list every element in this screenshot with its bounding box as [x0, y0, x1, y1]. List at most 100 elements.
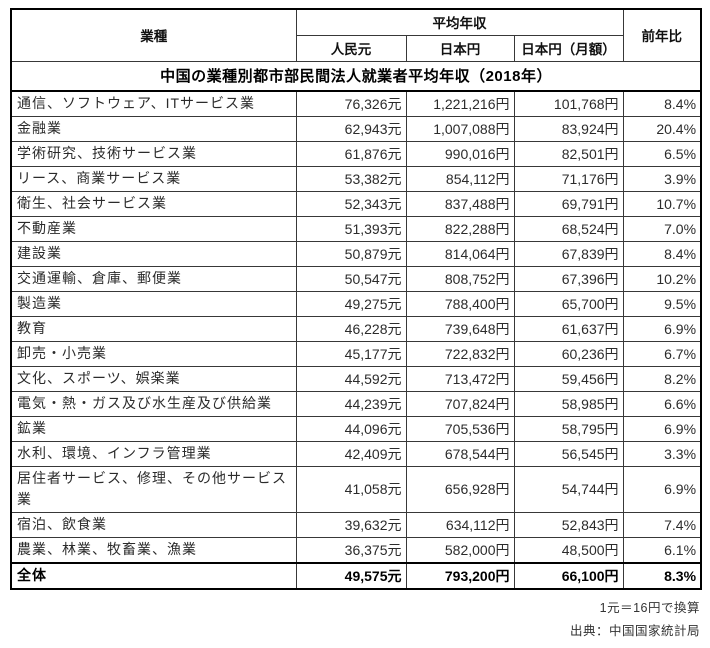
total-yoy-cell: 8.3% — [622, 561, 702, 590]
yoy-cell: 3.9% — [622, 165, 702, 192]
jpy-cell: 713,472円 — [405, 365, 515, 392]
jpy-cell: 582,000円 — [405, 537, 515, 564]
industry-cell: 鉱業 — [10, 415, 297, 442]
total-jpy-monthly-cell: 66,100円 — [513, 561, 624, 590]
industry-cell: 卸売・小売業 — [10, 340, 297, 367]
rmb-cell: 61,876元 — [295, 140, 407, 167]
income-table: 中国の業種別都市部民間法人就業者平均年収（2018年） 業種 平均年収 前年比 … — [10, 8, 703, 590]
table-row: 宿泊、飲食業 39,632元 634,112円 52,843円 7.4% — [10, 512, 702, 539]
jpy-cell: 854,112円 — [405, 165, 515, 192]
jpy-monthly-cell: 60,236円 — [513, 340, 624, 367]
jpy-monthly-cell: 52,843円 — [513, 512, 624, 539]
rmb-cell: 36,375元 — [295, 537, 407, 564]
column-header-jpy-monthly: 日本円（月額） — [513, 34, 624, 62]
jpy-cell: 788,400円 — [405, 290, 515, 317]
table-row: 交通運輸、倉庫、郵便業 50,547元 808,752円 67,396円 10.… — [10, 265, 702, 292]
table-row: 不動産業 51,393元 822,288円 68,524円 7.0% — [10, 215, 702, 242]
rmb-cell: 50,547元 — [295, 265, 407, 292]
yoy-cell: 6.9% — [622, 315, 702, 342]
jpy-monthly-cell: 58,795円 — [513, 415, 624, 442]
industry-cell: 文化、スポーツ、娯楽業 — [10, 365, 297, 392]
column-header-yoy: 前年比 — [622, 8, 702, 62]
rmb-cell: 49,275元 — [295, 290, 407, 317]
source-note: 出典：中国国家統計局 — [569, 623, 700, 638]
column-header-rmb: 人民元 — [295, 34, 407, 62]
column-header-avg-income-group: 平均年収 — [295, 8, 624, 36]
total-row: 全体 49,575元 793,200円 66,100円 8.3% — [10, 561, 702, 590]
footnotes: 1元＝16円で換算 出典：中国国家統計局 — [0, 597, 700, 643]
table-row: 農業、林業、牧畜業、漁業 36,375元 582,000円 48,500円 6.… — [10, 537, 702, 564]
table-title-section: 中国の業種別都市部民間法人就業者平均年収（2018年） — [11, 61, 702, 92]
yoy-cell: 10.7% — [622, 190, 702, 217]
jpy-monthly-cell: 54,744円 — [513, 465, 624, 514]
jpy-cell: 707,824円 — [405, 390, 515, 417]
table-row: 教育 46,228元 739,648円 61,637円 6.9% — [10, 315, 702, 342]
yoy-cell: 7.4% — [622, 512, 702, 539]
yoy-cell: 6.9% — [622, 465, 702, 514]
yoy-cell: 3.3% — [622, 440, 702, 467]
industry-cell: 教育 — [10, 315, 297, 342]
header-row-2: 人民元 日本円 日本円（月額） — [11, 34, 701, 62]
jpy-monthly-cell: 61,637円 — [513, 315, 624, 342]
industry-cell: 宿泊、飲食業 — [10, 512, 297, 539]
rmb-cell: 52,343元 — [295, 190, 407, 217]
jpy-cell: 705,536円 — [405, 415, 515, 442]
jpy-monthly-cell: 82,501円 — [513, 140, 624, 167]
table-row: 通信、ソフトウェア、ITサービス業 76,326元 1,221,216円 101… — [10, 90, 702, 117]
table-total-section: 全体 49,575元 793,200円 66,100円 8.3% — [10, 561, 702, 590]
industry-cell: 学術研究、技術サービス業 — [10, 140, 297, 167]
column-header-industry: 業種 — [10, 8, 297, 62]
rmb-cell: 46,228元 — [295, 315, 407, 342]
jpy-cell: 822,288円 — [405, 215, 515, 242]
jpy-cell: 1,221,216円 — [405, 90, 515, 117]
page-title: 中国の業種別都市部民間法人就業者平均年収（2018年） — [11, 61, 702, 92]
table-row: 居住者サービス、修理、その他サービス業 41,058元 656,928円 54,… — [10, 465, 702, 514]
yoy-cell: 8.2% — [622, 365, 702, 392]
rmb-cell: 62,943元 — [295, 115, 407, 142]
jpy-cell: 722,832円 — [405, 340, 515, 367]
jpy-monthly-cell: 65,700円 — [513, 290, 624, 317]
jpy-monthly-cell: 67,396円 — [513, 265, 624, 292]
table-row: 卸売・小売業 45,177元 722,832円 60,236円 6.7% — [10, 340, 702, 367]
table-row: 衛生、社会サービス業 52,343元 837,488円 69,791円 10.7… — [10, 190, 702, 217]
jpy-cell: 656,928円 — [405, 465, 515, 514]
conversion-note: 1元＝16円で換算 — [599, 600, 700, 615]
jpy-cell: 808,752円 — [405, 265, 515, 292]
rmb-cell: 51,393元 — [295, 215, 407, 242]
yoy-cell: 20.4% — [622, 115, 702, 142]
jpy-monthly-cell: 83,924円 — [513, 115, 624, 142]
jpy-monthly-cell: 58,985円 — [513, 390, 624, 417]
header-row-1: 業種 平均年収 前年比 — [10, 8, 702, 62]
jpy-monthly-cell: 59,456円 — [513, 365, 624, 392]
yoy-cell: 6.6% — [622, 390, 702, 417]
industry-cell: 交通運輸、倉庫、郵便業 — [10, 265, 297, 292]
jpy-monthly-cell: 56,545円 — [513, 440, 624, 467]
table-row: 鉱業 44,096元 705,536円 58,795円 6.9% — [10, 415, 702, 442]
rmb-cell: 53,382元 — [295, 165, 407, 192]
industry-cell: 製造業 — [10, 290, 297, 317]
table-row: 文化、スポーツ、娯楽業 44,592元 713,472円 59,456円 8.2… — [10, 365, 702, 392]
jpy-cell: 1,007,088円 — [405, 115, 515, 142]
table-row: リース、商業サービス業 53,382元 854,112円 71,176円 3.9… — [10, 165, 702, 192]
yoy-cell: 6.5% — [622, 140, 702, 167]
jpy-cell: 814,064円 — [405, 240, 515, 267]
industry-cell: 農業、林業、牧畜業、漁業 — [10, 537, 297, 564]
jpy-monthly-cell: 48,500円 — [513, 537, 624, 564]
table-row: 建設業 50,879元 814,064円 67,839円 8.4% — [10, 240, 702, 267]
industry-cell: 衛生、社会サービス業 — [10, 190, 297, 217]
rmb-cell: 44,592元 — [295, 365, 407, 392]
industry-cell: 水利、環境、インフラ管理業 — [10, 440, 297, 467]
total-jpy-cell: 793,200円 — [405, 561, 515, 590]
yoy-cell: 9.5% — [622, 290, 702, 317]
table-row: 製造業 49,275元 788,400円 65,700円 9.5% — [10, 290, 702, 317]
total-rmb-cell: 49,575元 — [295, 561, 407, 590]
total-label-cell: 全体 — [10, 561, 297, 590]
yoy-cell: 7.0% — [622, 215, 702, 242]
industry-cell: 居住者サービス、修理、その他サービス業 — [10, 465, 297, 514]
industry-cell: 金融業 — [10, 115, 297, 142]
table-header: 業種 平均年収 前年比 人民元 日本円 日本円（月額） — [10, 8, 702, 62]
jpy-monthly-cell: 68,524円 — [513, 215, 624, 242]
rmb-cell: 50,879元 — [295, 240, 407, 267]
title-row: 中国の業種別都市部民間法人就業者平均年収（2018年） — [11, 61, 702, 92]
